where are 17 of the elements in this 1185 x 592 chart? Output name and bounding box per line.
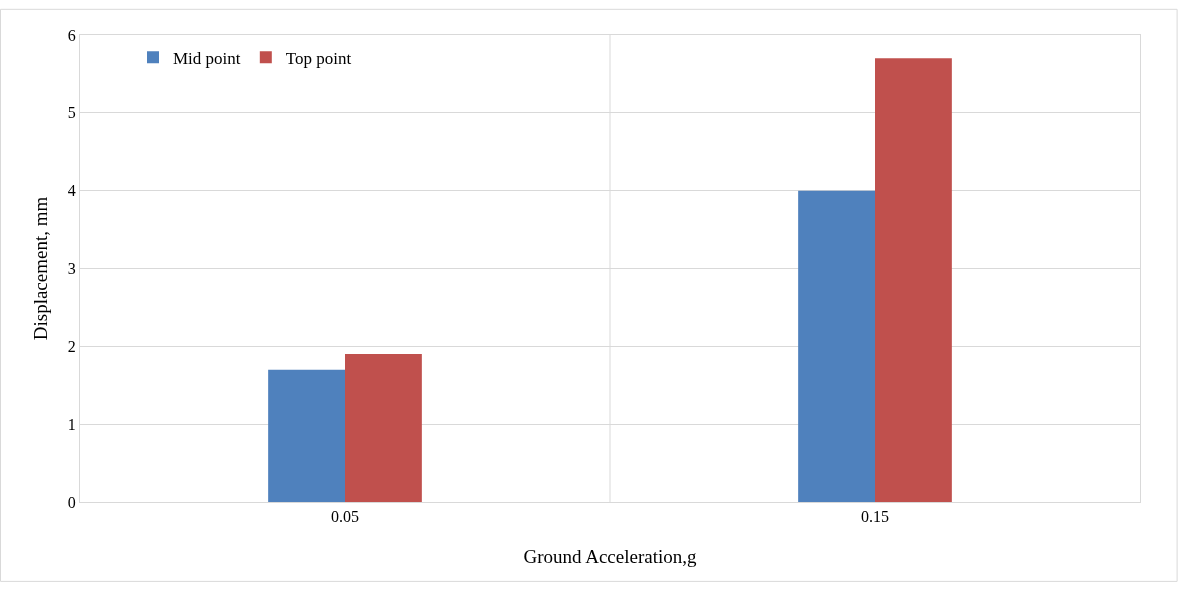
y-axis-title: Displacement, mm (29, 196, 51, 341)
bar (798, 190, 875, 502)
bar (345, 354, 422, 502)
y-tick-label: 4 (67, 182, 76, 200)
x-axis-title: Ground Acceleration,g (523, 546, 698, 567)
legend-label: Mid point (173, 48, 241, 68)
bar (875, 58, 952, 502)
bar (268, 369, 345, 502)
y-tick-label: 3 (67, 260, 76, 278)
y-tick-label: 6 (67, 26, 76, 44)
y-tick-label: 0 (67, 493, 76, 511)
y-tick-label: 5 (67, 104, 76, 122)
y-tick-label: 1 (67, 415, 76, 433)
x-tick-label: 0.05 (331, 508, 359, 526)
y-tick-label: 2 (67, 337, 76, 355)
x-tick-label: 0.15 (861, 508, 889, 526)
legend-label: Top point (285, 48, 352, 68)
